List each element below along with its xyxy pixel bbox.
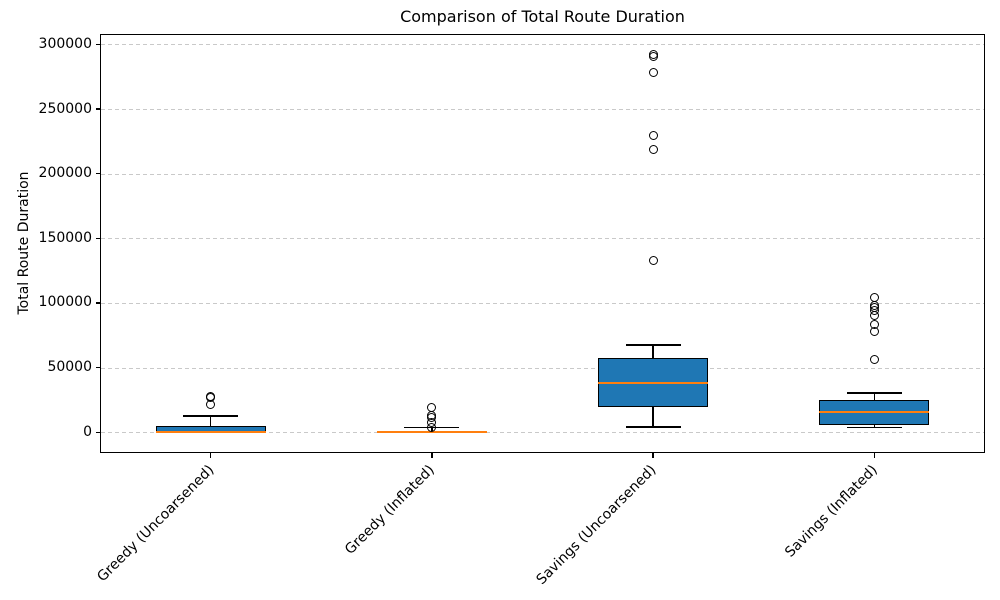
y-tick-mark	[95, 108, 100, 110]
y-tick-label: 50000	[47, 359, 92, 376]
chart-title: Comparison of Total Route Duration	[400, 7, 685, 26]
y-gridline	[101, 302, 984, 304]
y-gridline	[101, 238, 984, 240]
whisker-cap-lower	[846, 426, 902, 429]
whisker-cap-upper	[183, 415, 239, 417]
outlier-point	[427, 423, 437, 433]
x-tick-label: Greedy (Uncoarsened)	[93, 462, 217, 586]
median-line	[819, 410, 930, 413]
y-tick-label: 300000	[38, 35, 92, 52]
outlier-point	[869, 326, 879, 336]
y-tick-label: 100000	[38, 294, 92, 311]
y-gridline	[101, 367, 984, 369]
y-tick-mark	[95, 431, 100, 433]
median-line	[155, 430, 266, 433]
x-tick-label: Greedy (Inflated)	[342, 462, 439, 558]
outlier-point	[206, 400, 216, 409]
whisker-cap-upper	[846, 392, 902, 394]
y-tick-label: 250000	[38, 100, 92, 117]
median-line	[598, 382, 709, 385]
whisker-upper	[873, 392, 876, 400]
whisker-upper	[652, 345, 654, 358]
y-gridline	[101, 109, 984, 110]
outlier-point	[648, 145, 658, 155]
y-tick-mark	[95, 302, 100, 304]
outlier-point	[648, 51, 658, 61]
whisker-upper	[209, 416, 212, 426]
whisker-cap-lower	[625, 426, 681, 428]
outlier-point	[869, 311, 879, 321]
whisker-cap-upper	[625, 344, 681, 346]
y-tick-mark	[95, 366, 100, 369]
x-tick-mark	[431, 453, 433, 458]
x-tick-mark	[652, 453, 654, 458]
outlier-point	[648, 131, 658, 141]
outlier-point	[869, 354, 879, 364]
y-tick-mark	[95, 172, 100, 175]
x-tick-mark	[873, 453, 876, 458]
y-gridline	[101, 44, 984, 46]
x-tick-label: Savings (Inflated)	[782, 462, 881, 561]
outlier-point	[427, 402, 437, 412]
y-tick-label: 0	[83, 423, 92, 440]
y-tick-label: 150000	[38, 229, 92, 246]
whisker-lower	[873, 424, 876, 428]
y-gridline	[101, 432, 984, 434]
outlier-point	[648, 68, 658, 78]
y-tick-label: 200000	[38, 165, 92, 182]
outlier-point	[648, 256, 658, 266]
whisker-lower	[652, 407, 654, 428]
y-tick-mark	[95, 237, 100, 240]
y-gridline	[101, 173, 984, 175]
y-tick-mark	[95, 43, 100, 46]
x-tick-label: Savings (Uncoarsened)	[533, 462, 660, 588]
axes-frame	[100, 34, 985, 453]
x-tick-mark	[209, 453, 212, 458]
